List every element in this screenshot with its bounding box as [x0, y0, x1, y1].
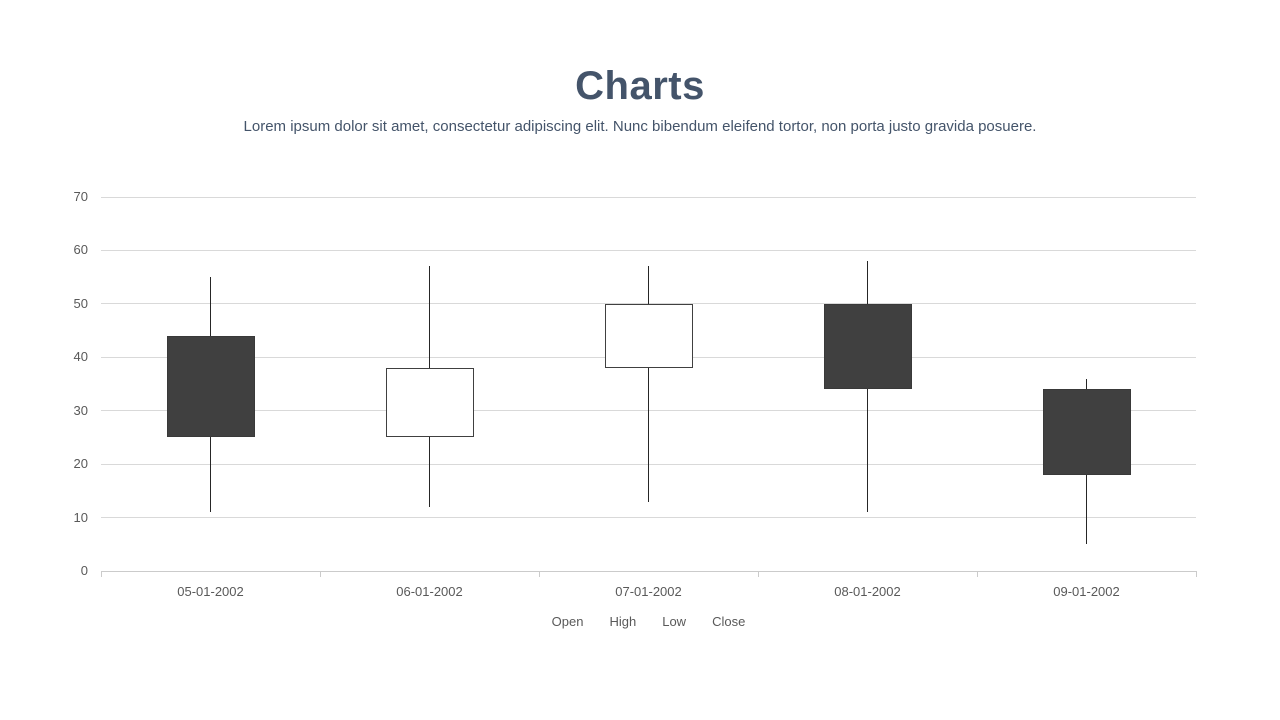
page-subtitle: Lorem ipsum dolor sit amet, consectetur …	[243, 118, 1037, 135]
legend: Open High Low Close	[101, 612, 1196, 632]
x-axis-label: 05-01-2002	[177, 584, 244, 599]
candle-body	[1042, 389, 1131, 475]
x-axis-label: 08-01-2002	[834, 584, 901, 599]
axis-tick	[1195, 571, 1197, 577]
candle-body	[823, 303, 912, 390]
y-axis-label: 10	[73, 509, 88, 525]
candle-wick	[647, 266, 650, 502]
legend-item: Open	[551, 614, 584, 629]
plot-area: 0 10 20 30 40 50 60 70 05-01-2002 06-01-2002 07-01…	[74, 189, 1197, 599]
legend-item: Close	[712, 614, 746, 629]
y-axis-label: 40	[73, 349, 88, 365]
y-axis-label: 70	[73, 189, 88, 204]
axis-tick	[100, 571, 102, 577]
chart-header: Charts Lorem ipsum dolor sit amet, conse…	[0, 62, 1280, 137]
gridline	[101, 249, 1196, 251]
x-axis-label: 06-01-2002	[396, 584, 463, 599]
page-title: Charts	[575, 64, 705, 108]
legend-item: High	[609, 614, 637, 629]
candle-body	[166, 335, 255, 438]
y-axis-label: 50	[73, 295, 88, 311]
axis-tick	[319, 571, 321, 577]
gridline	[101, 196, 1196, 198]
x-axis-label: 09-01-2002	[1053, 584, 1120, 599]
y-axis-label: 60	[73, 242, 88, 258]
legend-item: Low	[662, 614, 687, 629]
axis-tick	[757, 571, 759, 577]
x-axis-label: 07-01-2002	[615, 584, 682, 599]
candle-body	[385, 367, 474, 438]
x-axis-line	[101, 571, 1196, 572]
gridline	[101, 517, 1196, 519]
axis-tick	[538, 571, 540, 577]
axis-tick	[976, 571, 978, 577]
y-axis-label: 30	[73, 402, 88, 418]
y-axis-label: 20	[73, 456, 88, 472]
candle-body	[604, 303, 693, 368]
y-axis-label: 0	[80, 563, 88, 578]
